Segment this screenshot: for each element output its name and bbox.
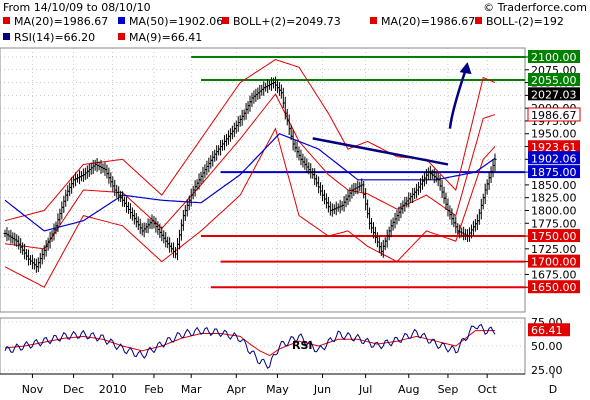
price-tick-label: 1725.00	[531, 243, 577, 256]
legend-swatch	[3, 17, 10, 24]
value-tag-box	[528, 87, 580, 101]
indicator-legend: MA(20)=1986.67 MA(50)=1902.06 BOLL+(2)=204…	[3, 15, 564, 44]
ma50-line	[4, 132, 496, 232]
legend-label: MA(50)=1902.06	[129, 15, 223, 28]
legend-swatch	[118, 33, 125, 40]
x-tick-label: Feb	[144, 383, 163, 396]
support-level-tag-box	[528, 229, 580, 243]
level-tag-box	[528, 165, 580, 179]
x-tick-label: Apr	[227, 383, 247, 396]
resistance-level-tag: 2055.00	[531, 74, 577, 87]
x-tick-label: 2010	[99, 383, 127, 396]
rsi-tick-label: 50.00	[531, 340, 563, 353]
rsi-lines	[4, 323, 496, 369]
rsi-panel-label: RSI	[292, 339, 313, 352]
x-tick-label: Dec	[63, 383, 84, 396]
legend-swatch	[370, 17, 377, 24]
value-tag-box	[527, 107, 581, 122]
price-tick-label: 1825.00	[531, 192, 577, 205]
value-tag-box	[528, 151, 580, 165]
price-tick-label: 1800.00	[531, 204, 577, 217]
legend-label: RSI(14)=66.20	[14, 31, 95, 44]
resistance-level-tag-box	[528, 73, 580, 87]
trendline	[312, 137, 449, 166]
price-tick-label: 1850.00	[531, 179, 577, 192]
legend-swatch	[475, 17, 482, 24]
resistance-level-tag-box	[528, 50, 580, 63]
value-tag: 2027.03	[531, 88, 577, 101]
x-tick-label: D	[549, 383, 557, 396]
x-tick-label: May	[266, 383, 289, 396]
x-tick-label: Jun	[313, 383, 331, 396]
resistance-level-tag: 2100.00	[531, 51, 577, 64]
bollinger-lower-line	[4, 127, 496, 288]
x-tick-label: Nov	[22, 383, 44, 396]
price-tick-label: 1675.00	[531, 268, 577, 281]
forecast-arrow-head	[459, 62, 472, 75]
ma20-line	[4, 93, 496, 250]
support-level-tag: 1700.00	[531, 256, 577, 269]
value-tag-box	[528, 140, 580, 154]
price-panel-frame	[0, 47, 526, 313]
x-tick-label: Aug	[398, 383, 419, 396]
x-tick-label: Mar	[181, 383, 202, 396]
price-bars	[3, 76, 497, 273]
support-level-tag: 1750.00	[531, 230, 577, 243]
copyright-label: © Traderforce.com	[483, 1, 587, 14]
rsi-value-tag-box	[528, 323, 570, 337]
forecast-arrow-shaft	[448, 69, 467, 129]
price-panel: 2100.002075.002050.002025.002000.001975.…	[0, 47, 581, 313]
chart-header: From 14/10/09 to 08/10/10 © Traderforce.…	[3, 1, 587, 44]
value-tag: 1923.61	[531, 141, 577, 154]
legend-label: MA(20)=1986.67	[14, 15, 108, 28]
level-tag: 1875.00	[531, 166, 577, 179]
x-tick-label: Sep	[438, 383, 459, 396]
price-value-tags: 1750.00 1700.00 1650.00 2100.00 2055.00 1875.…	[527, 50, 581, 294]
x-tick-label: Jul	[358, 383, 372, 396]
legend-swatch	[222, 17, 229, 24]
legend-label: MA(9)=66.41	[129, 31, 202, 44]
rsi-tick-label: 25.00	[531, 364, 563, 377]
price-tick-label: 1950.00	[531, 128, 577, 141]
x-axis: Nov Dec 2010 Feb Mar Apr May Jun Jul Aug Sep Oct D	[0, 373, 557, 396]
support-level-tag-box	[528, 280, 580, 294]
legend-label: BOLL-(2)=192	[486, 15, 564, 28]
date-range-label: From 14/10/09 to 08/10/10	[3, 1, 151, 14]
legend-swatch	[3, 33, 10, 40]
x-tick-label: Oct	[478, 383, 498, 396]
support-level-tag-box	[528, 254, 580, 268]
rsi-line	[4, 323, 496, 369]
legend-label: BOLL+(2)=2049.73	[233, 15, 341, 28]
price-overlays	[312, 62, 472, 166]
legend-label: MA(20)=1986.67	[381, 15, 475, 28]
value-tag: 1986.67	[531, 109, 577, 122]
value-tag: 1902.06	[531, 152, 577, 165]
price-tick-label: 1775.00	[531, 217, 577, 230]
support-level-tag: 1650.00	[531, 281, 577, 294]
legend-swatch	[118, 17, 125, 24]
rsi-value-tag: 66.41	[531, 324, 563, 337]
